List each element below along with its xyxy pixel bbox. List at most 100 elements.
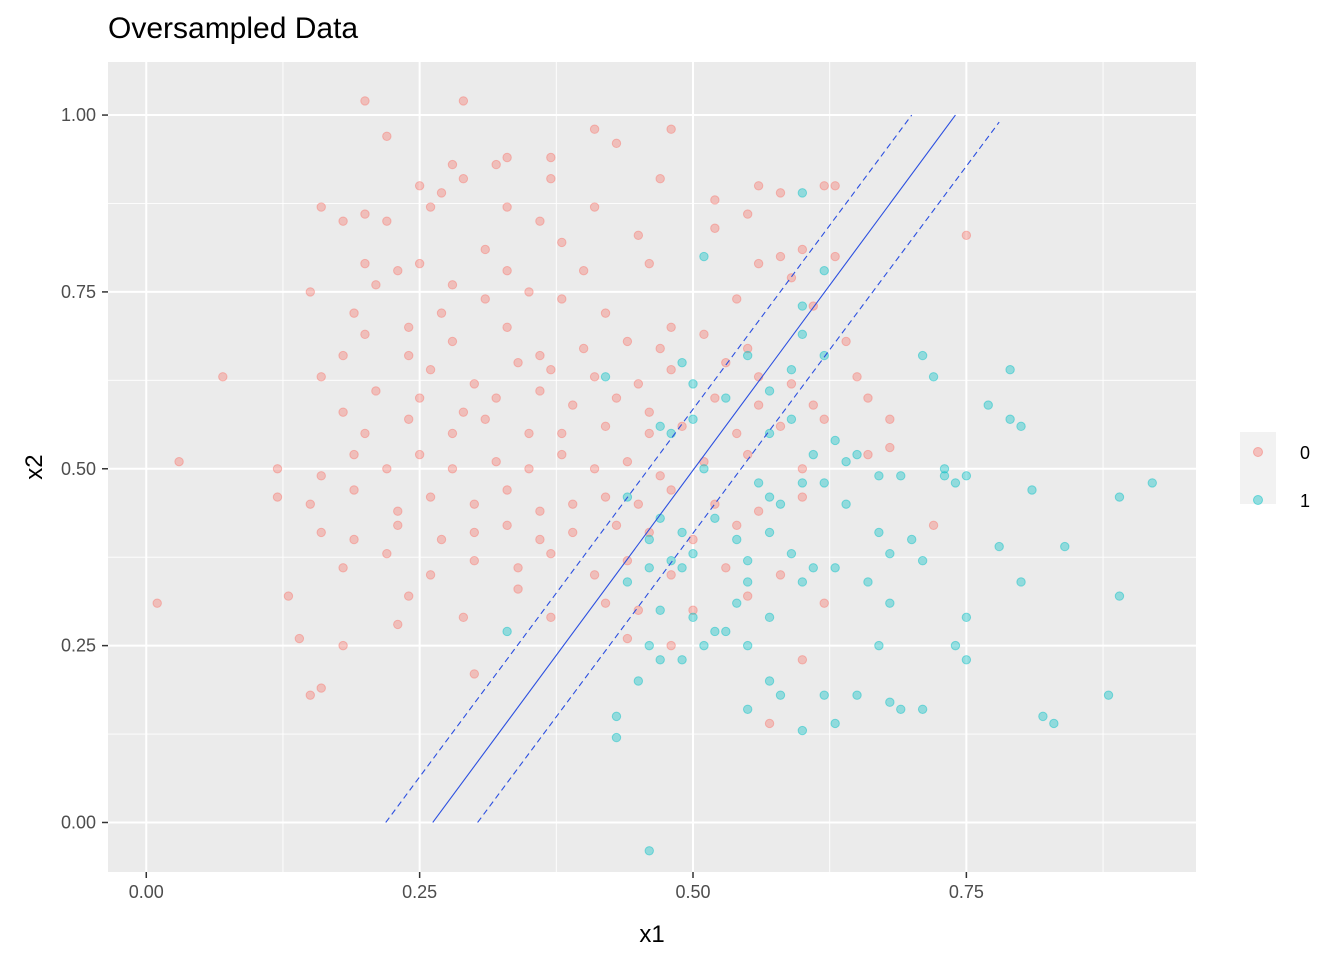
point-class-1 — [885, 697, 895, 707]
point-class-0 — [425, 365, 436, 375]
point-class-0 — [305, 499, 315, 509]
point-class-1 — [874, 527, 884, 538]
legend-key-0 — [1253, 447, 1263, 457]
point-class-1 — [917, 704, 928, 714]
x-tick-label: 0.25 — [402, 882, 437, 902]
point-class-1 — [885, 598, 895, 608]
point-class-0 — [404, 322, 414, 332]
point-class-0 — [841, 336, 851, 347]
point-class-1 — [742, 350, 753, 361]
point-class-0 — [360, 96, 370, 106]
point-class-1 — [808, 449, 818, 460]
point-class-0 — [863, 393, 873, 403]
point-class-0 — [732, 294, 742, 304]
point-class-0 — [393, 520, 403, 531]
point-class-1 — [1027, 485, 1037, 495]
y-tick-label: 0.50 — [61, 459, 96, 479]
point-class-1 — [874, 640, 884, 651]
margin-line — [477, 121, 1000, 823]
point-class-1 — [841, 499, 851, 509]
point-class-1 — [764, 527, 775, 538]
point-class-0 — [393, 506, 403, 516]
point-class-0 — [633, 605, 644, 615]
point-class-1 — [688, 612, 698, 623]
point-class-0 — [611, 393, 622, 403]
point-class-1 — [797, 301, 808, 311]
y-tick-label: 1.00 — [61, 105, 96, 125]
point-class-0 — [928, 520, 939, 531]
point-class-1 — [764, 386, 775, 396]
point-class-0 — [753, 258, 764, 269]
point-class-1 — [677, 527, 687, 538]
point-class-0 — [666, 365, 676, 375]
point-class-0 — [589, 202, 600, 212]
point-class-0 — [710, 195, 720, 205]
point-class-1 — [1005, 414, 1015, 424]
point-class-0 — [371, 280, 381, 290]
point-class-1 — [611, 732, 622, 743]
point-class-0 — [633, 230, 644, 241]
point-class-0 — [305, 287, 315, 297]
point-class-1 — [797, 577, 808, 587]
point-class-0 — [535, 534, 545, 545]
point-class-0 — [644, 428, 654, 439]
point-class-1 — [819, 265, 829, 276]
point-class-1 — [699, 640, 709, 651]
point-class-0 — [742, 449, 753, 460]
point-class-1 — [983, 400, 993, 410]
point-class-1 — [1016, 421, 1026, 432]
point-class-0 — [819, 598, 829, 608]
point-class-0 — [589, 372, 600, 382]
point-class-1 — [950, 478, 961, 488]
point-class-0 — [589, 570, 600, 580]
decision-boundary-line — [432, 114, 956, 823]
point-class-1 — [797, 725, 808, 736]
point-class-0 — [666, 485, 676, 495]
point-class-0 — [502, 265, 512, 276]
point-class-0 — [721, 357, 731, 368]
point-class-0 — [786, 273, 797, 283]
point-class-0 — [797, 244, 808, 255]
point-class-0 — [480, 414, 490, 424]
point-class-1 — [819, 690, 829, 700]
point-class-0 — [294, 633, 305, 644]
point-class-0 — [732, 428, 742, 439]
point-class-0 — [655, 174, 665, 184]
point-class-0 — [404, 591, 414, 601]
point-class-0 — [360, 209, 370, 219]
point-class-1 — [721, 393, 731, 403]
point-class-1 — [1147, 478, 1157, 488]
point-class-0 — [655, 343, 665, 354]
point-class-1 — [797, 329, 808, 340]
point-class-1 — [1016, 577, 1026, 587]
point-class-0 — [360, 428, 370, 439]
point-class-1 — [764, 492, 775, 502]
x-tick-label: 0.50 — [675, 882, 710, 902]
point-class-0 — [710, 393, 720, 403]
point-class-1 — [917, 350, 928, 361]
point-class-0 — [447, 159, 458, 170]
point-class-0 — [600, 308, 611, 318]
point-class-1 — [961, 471, 972, 481]
point-class-1 — [764, 676, 775, 686]
point-class-0 — [557, 428, 567, 439]
point-class-0 — [961, 230, 972, 241]
point-class-0 — [316, 202, 326, 212]
point-class-0 — [174, 456, 184, 467]
point-class-0 — [666, 640, 676, 651]
point-class-1 — [666, 556, 676, 566]
legend-label-1: 1 — [1300, 491, 1310, 511]
fit-lines — [385, 114, 1000, 823]
point-class-0 — [360, 258, 370, 269]
point-class-1 — [600, 372, 611, 382]
point-class-1 — [655, 605, 665, 615]
point-class-0 — [469, 499, 480, 509]
point-class-1 — [622, 577, 633, 587]
point-class-1 — [742, 577, 753, 587]
point-class-0 — [469, 556, 480, 566]
point-class-1 — [677, 655, 687, 665]
point-class-1 — [1114, 492, 1125, 502]
point-class-1 — [1060, 541, 1070, 552]
point-class-0 — [316, 372, 326, 382]
point-class-0 — [316, 683, 326, 693]
